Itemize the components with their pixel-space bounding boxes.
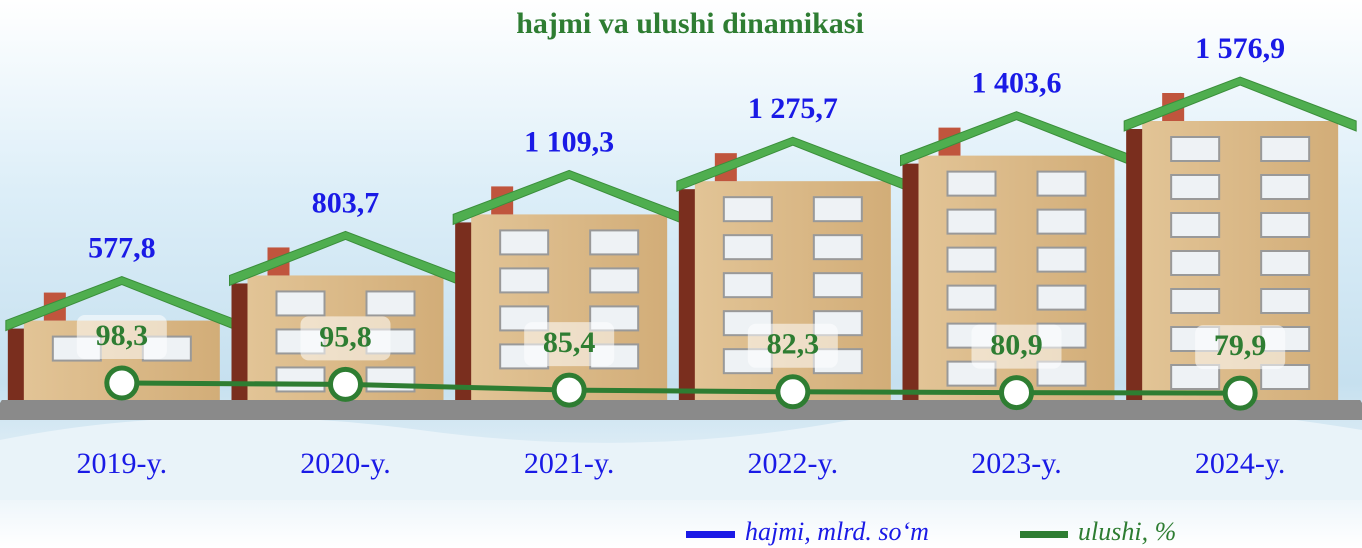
label-box	[747, 323, 838, 368]
point	[775, 374, 811, 410]
value-label: 80,9	[990, 328, 1043, 361]
window	[1260, 288, 1311, 314]
point	[104, 365, 140, 401]
window	[946, 246, 997, 273]
value-label: 95,8	[319, 320, 372, 353]
base	[437, 400, 702, 420]
roof	[1123, 76, 1357, 132]
point	[551, 372, 587, 408]
x-tick-label: 2019-y.	[77, 447, 168, 480]
legend-swatch	[686, 531, 735, 538]
window	[1260, 250, 1311, 276]
value-label: 1 576,9	[1195, 32, 1285, 65]
legend-swatch	[1020, 531, 1068, 538]
window	[1170, 136, 1221, 162]
point	[328, 366, 363, 402]
window	[275, 366, 326, 393]
x-tick-label: 2024-y.	[1195, 447, 1286, 480]
label-box	[300, 316, 391, 361]
value-label: 577,8	[88, 231, 156, 264]
x-tick-label: 2021-y.	[524, 447, 615, 480]
window	[499, 229, 550, 256]
x-tick-label: 2020-y.	[300, 447, 391, 480]
value-label: 1 403,6	[972, 67, 1062, 100]
x-tick-label: 2022-y.	[748, 447, 839, 480]
window	[589, 229, 640, 256]
window	[722, 272, 773, 299]
house-side	[455, 222, 474, 400]
house-side	[902, 163, 921, 400]
base	[1108, 400, 1362, 420]
window	[1260, 212, 1311, 238]
base	[0, 400, 254, 420]
chart-title: hajmi va ulushi dinamikasi	[516, 7, 864, 40]
window	[1260, 174, 1311, 200]
window	[812, 272, 863, 299]
window	[1036, 246, 1087, 273]
value-label: 803,7	[312, 186, 380, 219]
window	[722, 234, 773, 261]
label-box	[1195, 325, 1286, 370]
window	[946, 284, 997, 311]
window	[589, 267, 640, 294]
window	[1036, 284, 1087, 311]
window	[1170, 288, 1221, 314]
window	[365, 290, 416, 317]
value-label: 85,4	[543, 326, 596, 359]
value-label: 1 275,7	[748, 92, 838, 125]
label-box	[524, 322, 615, 367]
base	[213, 400, 478, 420]
window	[1170, 250, 1221, 276]
house-side	[678, 189, 697, 400]
window	[812, 196, 863, 223]
point	[999, 375, 1034, 411]
window	[946, 208, 997, 235]
legend-label: hajmi, mlrd. so‘m	[745, 517, 929, 546]
x-tick-label: 2023-y.	[971, 447, 1062, 480]
house-side	[7, 328, 26, 400]
label-box	[76, 315, 167, 359]
snow-hills	[0, 402, 1362, 500]
value-label: 79,9	[1214, 329, 1267, 362]
value-label: 1 109,3	[524, 125, 614, 158]
window	[812, 234, 863, 261]
label-box	[971, 324, 1062, 369]
legend-label: ulushi, %	[1078, 517, 1176, 546]
window	[1036, 208, 1087, 235]
window	[1260, 136, 1311, 162]
value-label: 82,3	[767, 328, 820, 361]
house-side	[231, 283, 250, 400]
base	[660, 400, 925, 420]
window	[1260, 364, 1311, 390]
window	[499, 267, 550, 294]
window	[1170, 174, 1221, 200]
value-label: 98,3	[96, 319, 149, 352]
window	[1036, 170, 1087, 197]
window	[946, 170, 997, 197]
window	[499, 305, 550, 332]
window	[275, 290, 326, 317]
house-side	[1126, 129, 1145, 400]
line	[121, 380, 1241, 396]
window	[722, 196, 773, 223]
window	[1170, 212, 1221, 238]
point	[1222, 375, 1258, 411]
